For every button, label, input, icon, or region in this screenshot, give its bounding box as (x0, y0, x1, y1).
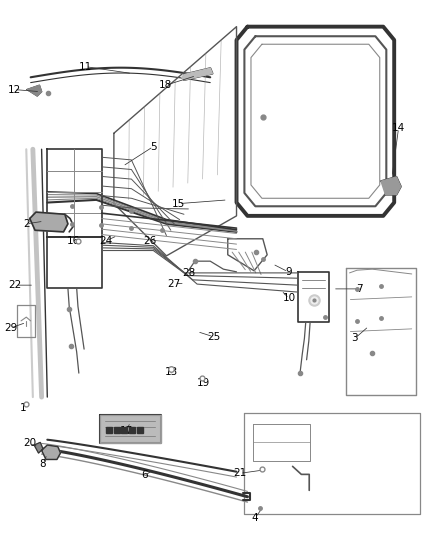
Text: 12: 12 (7, 85, 21, 94)
Text: 14: 14 (392, 123, 405, 133)
Text: 5: 5 (150, 142, 157, 151)
Text: 2: 2 (23, 219, 30, 229)
Text: 21: 21 (233, 469, 247, 478)
Text: 7: 7 (356, 284, 363, 294)
Text: 26: 26 (143, 236, 156, 246)
Text: 1: 1 (19, 403, 26, 413)
Polygon shape (27, 85, 42, 96)
Text: 29: 29 (4, 323, 18, 333)
Text: 10: 10 (283, 294, 296, 303)
Polygon shape (381, 177, 401, 195)
Text: 20: 20 (23, 439, 36, 448)
Text: 8: 8 (39, 459, 46, 469)
Text: 16: 16 (67, 236, 80, 246)
Text: 24: 24 (99, 236, 113, 246)
Text: 9: 9 (285, 267, 292, 277)
Polygon shape (42, 445, 60, 459)
Text: 3: 3 (351, 334, 358, 343)
Text: 13: 13 (165, 367, 178, 377)
Polygon shape (182, 68, 212, 80)
Text: 28: 28 (183, 268, 196, 278)
Text: 6: 6 (141, 471, 148, 480)
Text: 27: 27 (168, 279, 181, 288)
Polygon shape (34, 442, 43, 453)
Polygon shape (100, 415, 161, 443)
Text: 25: 25 (207, 332, 220, 342)
Text: 15: 15 (172, 199, 185, 208)
Text: 11: 11 (79, 62, 92, 71)
Text: 22: 22 (9, 280, 22, 290)
Text: 17: 17 (120, 426, 133, 435)
Polygon shape (30, 212, 68, 232)
Text: 18: 18 (159, 80, 172, 90)
Text: 4: 4 (251, 513, 258, 523)
Text: 19: 19 (197, 378, 210, 387)
